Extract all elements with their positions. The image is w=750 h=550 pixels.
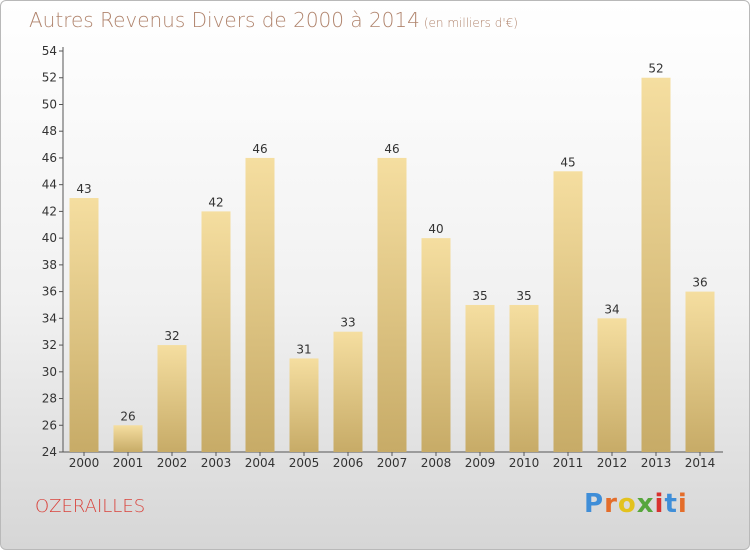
x-tick-label: 2009	[465, 456, 496, 470]
x-tick-label: 2008	[421, 456, 452, 470]
bar-2012	[597, 318, 627, 452]
x-tick-label: 2003	[201, 456, 232, 470]
bar-2001	[113, 425, 143, 452]
x-tick-label: 2002	[157, 456, 188, 470]
bar-2010	[509, 304, 539, 452]
y-tick-label: 50	[42, 97, 57, 111]
y-tick-label: 36	[42, 285, 57, 299]
data-label: 31	[296, 342, 311, 356]
bar-2008	[421, 238, 451, 452]
data-label: 35	[516, 289, 531, 303]
y-tick-label: 28	[42, 392, 57, 406]
bar-2005	[289, 358, 319, 452]
x-tick-label: 2011	[553, 456, 584, 470]
brand-letter: r	[604, 489, 618, 519]
y-tick-label: 46	[42, 151, 57, 165]
x-tick-label: 2005	[289, 456, 320, 470]
brand-letter: P	[584, 489, 605, 519]
data-label: 52	[648, 62, 663, 76]
y-tick-label: 26	[42, 418, 57, 432]
x-tick-label: 2014	[685, 456, 716, 470]
data-label: 35	[472, 289, 487, 303]
data-label: 40	[428, 222, 443, 236]
y-tick-label: 48	[42, 124, 57, 138]
data-label: 32	[164, 329, 179, 343]
data-label: 46	[384, 142, 399, 156]
y-tick-label: 52	[42, 71, 57, 85]
y-tick-label: 38	[42, 258, 57, 272]
y-tick-label: 32	[42, 338, 57, 352]
x-tick-label: 2007	[377, 456, 408, 470]
chart-title: Autres Revenus Divers de 2000 à 2014 (en …	[29, 8, 518, 32]
y-tick-label: 40	[42, 231, 57, 245]
bar-2013	[641, 77, 671, 452]
brand-letter: o	[617, 489, 637, 519]
data-label: 46	[252, 142, 267, 156]
y-tick-label: 42	[42, 204, 57, 218]
data-label: 42	[208, 195, 223, 209]
bar-2003	[201, 211, 231, 452]
x-tick-label: 2000	[69, 456, 100, 470]
brand-letter: t	[664, 489, 678, 519]
brand-letter: i	[677, 489, 688, 519]
title-text: Autres Revenus Divers de 2000 à 2014	[29, 8, 420, 32]
bar-2006	[333, 331, 363, 452]
bar-2000	[69, 198, 99, 452]
title-unit: (en milliers d'€)	[423, 16, 518, 30]
bar-2002	[157, 345, 187, 452]
y-tick-label: 24	[42, 445, 57, 459]
bar-2007	[377, 157, 407, 452]
brand-logo: Proxiti	[584, 489, 688, 519]
y-tick-label: 44	[42, 178, 57, 192]
bar-2011	[553, 171, 583, 453]
city-name: OZERAILLES	[35, 496, 146, 517]
x-tick-label: 2001	[113, 456, 144, 470]
x-tick-label: 2006	[333, 456, 364, 470]
x-tick-label: 2013	[641, 456, 672, 470]
data-label: 36	[692, 276, 707, 290]
x-tick-label: 2004	[245, 456, 276, 470]
bar-2009	[465, 304, 495, 452]
bar-2004	[245, 157, 275, 452]
data-label: 33	[340, 316, 355, 330]
y-tick-label: 34	[42, 311, 57, 325]
data-label: 34	[604, 302, 619, 316]
y-tick-label: 54	[42, 44, 57, 58]
brand-letter: i	[654, 489, 665, 519]
data-label: 45	[560, 155, 575, 169]
brand-letter: x	[636, 489, 655, 519]
data-label: 26	[120, 409, 135, 423]
bar-2014	[685, 291, 715, 452]
y-tick-label: 30	[42, 365, 57, 379]
data-label: 43	[76, 182, 91, 196]
x-tick-label: 2010	[509, 456, 540, 470]
x-tick-label: 2012	[597, 456, 628, 470]
